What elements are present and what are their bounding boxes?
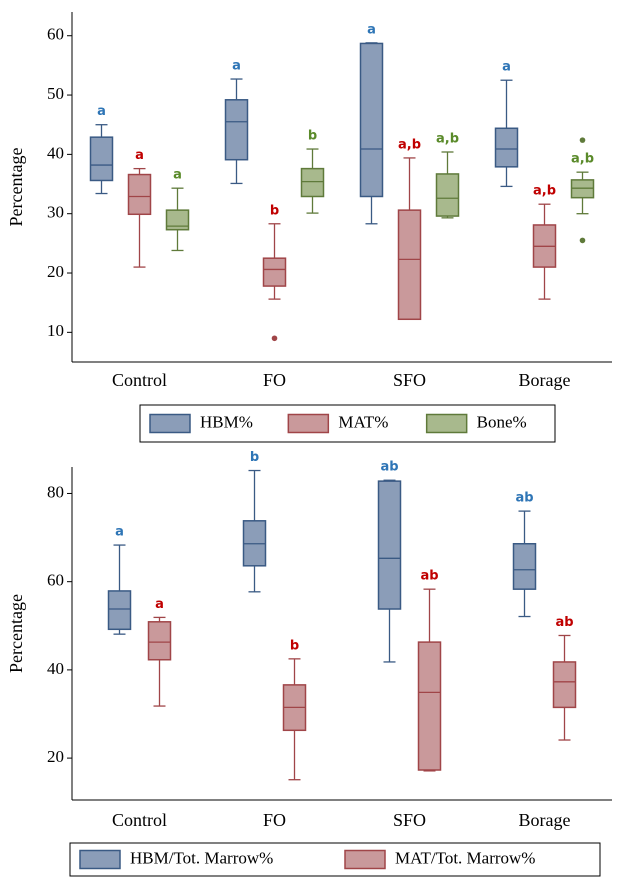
- box: a: [147, 597, 172, 707]
- significance-letter: a: [155, 597, 164, 612]
- x-tick-label: FO: [263, 810, 286, 830]
- box-body: [417, 641, 442, 771]
- x-tick-label: SFO: [393, 810, 426, 830]
- box-body: [552, 661, 577, 709]
- box: ab: [417, 569, 442, 772]
- x-tick-label: Control: [112, 370, 167, 390]
- y-tick-label: 80: [47, 482, 64, 501]
- significance-letter: a: [97, 104, 106, 119]
- legend-swatch: [425, 413, 468, 434]
- significance-letter: b: [270, 203, 279, 218]
- box-body: [147, 621, 172, 661]
- legend: HBM/Tot. Marrow% MAT/Tot. Marrow%: [69, 842, 601, 877]
- y-tick-label: 20: [47, 747, 64, 766]
- legend-swatch: [149, 413, 191, 434]
- y-tick-label: 40: [47, 659, 64, 678]
- y-tick-label: 60: [47, 571, 64, 590]
- significance-letter: ab: [555, 615, 573, 630]
- y-tick-label: 40: [47, 143, 64, 162]
- box: a: [107, 525, 132, 635]
- box-body: [224, 99, 249, 161]
- legend-label: Bone%: [477, 412, 527, 431]
- significance-letter: a: [115, 525, 124, 540]
- box: a: [359, 22, 384, 225]
- legend-label: HBM/Tot. Marrow%: [130, 848, 273, 867]
- box-body: [127, 173, 152, 216]
- box-body: [262, 257, 287, 287]
- x-tick-label: Control: [112, 810, 167, 830]
- significance-letter: a: [367, 22, 376, 37]
- y-tick-label: 50: [47, 84, 64, 103]
- x-tick-label: Borage: [519, 810, 571, 830]
- legend-frame: [69, 842, 601, 877]
- box-body: [512, 542, 537, 590]
- significance-letter: b: [308, 129, 317, 144]
- box-body: [359, 42, 384, 198]
- significance-letter: a: [135, 148, 144, 163]
- x-tick-label: Borage: [519, 370, 571, 390]
- significance-letter: a: [173, 168, 182, 183]
- legend-frame: [139, 404, 556, 443]
- box: b: [242, 450, 267, 593]
- box: b: [282, 638, 307, 781]
- legend-swatch: [287, 413, 330, 434]
- significance-letter: a,b: [436, 132, 459, 147]
- legend-swatch: [344, 849, 386, 870]
- outlier: [271, 335, 278, 342]
- legend-label: MAT%: [338, 412, 388, 431]
- significance-letter: ab: [515, 491, 533, 506]
- significance-letter: a: [232, 59, 241, 74]
- box-body: [300, 167, 325, 198]
- y-axis-label: Percentage: [6, 594, 26, 673]
- box-body: [165, 209, 190, 231]
- significance-letter: a,b: [533, 184, 556, 199]
- significance-letter: a: [502, 60, 511, 75]
- x-tick-label: FO: [263, 370, 286, 390]
- legend: HBM% MAT% Bone%: [139, 404, 556, 443]
- box: a,b: [435, 132, 460, 219]
- outlier: [579, 237, 586, 244]
- legend-label: HBM%: [200, 412, 253, 431]
- box: ab: [552, 615, 577, 741]
- box-body: [494, 127, 519, 168]
- box-body: [89, 136, 114, 182]
- legend-swatch: [79, 849, 121, 870]
- box-body: [435, 173, 460, 217]
- significance-letter: a,b: [571, 152, 594, 167]
- box: a,b: [570, 137, 595, 244]
- y-tick-label: 60: [47, 25, 64, 44]
- box: b: [300, 129, 325, 214]
- y-axis-label: Percentage: [6, 148, 26, 227]
- box: a: [89, 104, 114, 195]
- y-tick-label: 30: [47, 203, 64, 222]
- box-body: [377, 480, 402, 610]
- box: a: [127, 148, 152, 268]
- box: a,b: [532, 184, 557, 300]
- y-tick-label: 10: [47, 321, 64, 340]
- box: b: [262, 203, 287, 342]
- x-tick-label: SFO: [393, 370, 426, 390]
- legend-label: MAT/Tot. Marrow%: [395, 848, 535, 867]
- significance-letter: b: [290, 638, 299, 653]
- box: ab: [512, 491, 537, 618]
- significance-letter: b: [250, 450, 259, 465]
- box-body: [107, 590, 132, 631]
- box: a,b: [397, 137, 422, 321]
- box-body: [397, 209, 422, 321]
- significance-letter: ab: [380, 460, 398, 475]
- box: a: [165, 168, 190, 252]
- box: a: [494, 60, 519, 188]
- box: a: [224, 59, 249, 185]
- y-tick-label: 20: [47, 262, 64, 281]
- significance-letter: ab: [420, 569, 438, 584]
- significance-letter: a,b: [398, 137, 421, 152]
- outlier: [579, 137, 586, 143]
- box: ab: [377, 460, 402, 663]
